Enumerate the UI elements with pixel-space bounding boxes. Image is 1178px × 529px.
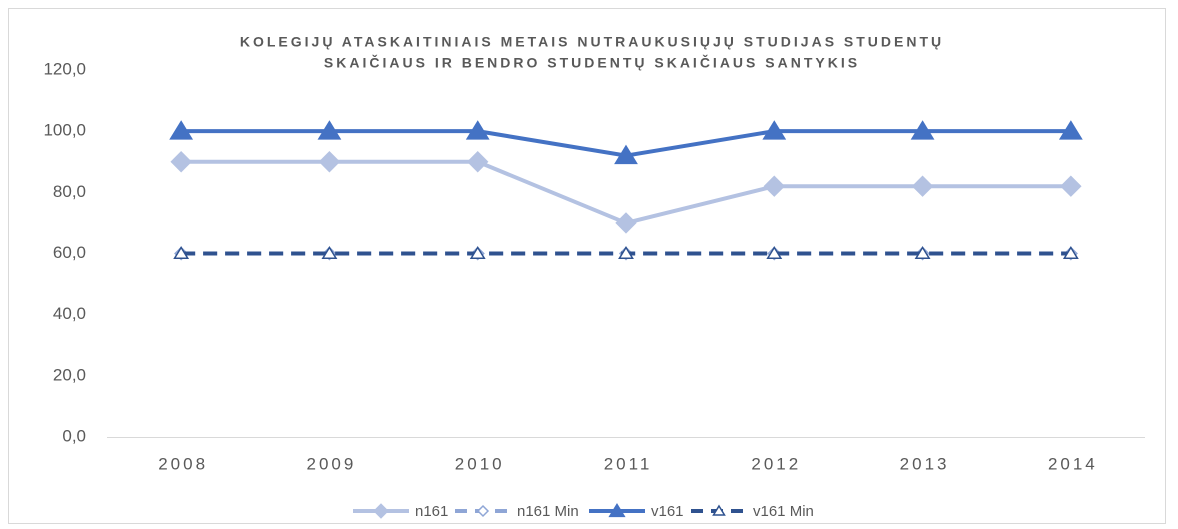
y-tick-label: 80,0: [53, 182, 86, 201]
marker: [169, 120, 194, 140]
marker: [173, 246, 190, 260]
x-tick-label: 2008: [158, 454, 208, 473]
marker: [318, 151, 341, 173]
legend-label: n161: [415, 503, 448, 520]
marker: [910, 120, 935, 140]
y-tick-label: 60,0: [53, 243, 86, 262]
chart-border: [8, 8, 1166, 524]
y-tick-label: 120,0: [43, 59, 86, 78]
y-tick-label: 40,0: [53, 304, 86, 323]
marker: [614, 144, 638, 165]
x-tick-label: 2012: [751, 454, 801, 473]
marker: [465, 120, 490, 140]
x-tick-label: 2009: [307, 454, 357, 473]
legend-label: v161 Min: [753, 503, 814, 520]
marker: [618, 246, 634, 260]
marker: [766, 246, 783, 260]
y-tick-label: 20,0: [53, 365, 86, 384]
y-tick-label: 0,0: [62, 426, 86, 445]
marker: [914, 246, 931, 260]
marker: [469, 246, 486, 260]
marker: [712, 504, 726, 516]
x-tick-label: 2010: [455, 454, 505, 473]
marker: [317, 120, 342, 140]
marker: [321, 246, 338, 260]
marker: [373, 503, 389, 519]
chart-title: KOLEGIJŲ ATASKAITINIAIS METAIS NUTRAUKUS…: [240, 34, 944, 50]
marker: [911, 175, 934, 197]
chart-title: SKAIČIAUS IR BENDRO STUDENTŲ SKAIČIAUS S…: [324, 54, 860, 71]
marker: [170, 151, 192, 173]
marker: [615, 212, 637, 234]
marker: [476, 504, 490, 518]
x-tick-label: 2013: [900, 454, 950, 473]
marker: [762, 120, 787, 140]
marker: [608, 503, 626, 518]
marker: [1062, 246, 1079, 260]
y-tick-label: 100,0: [43, 121, 86, 140]
x-tick-label: 2014: [1048, 454, 1098, 473]
marker: [467, 151, 489, 173]
marker: [1060, 175, 1082, 197]
x-tick-label: 2011: [604, 454, 653, 473]
marker: [763, 175, 785, 197]
legend-label: v161: [651, 503, 684, 520]
marker: [1058, 120, 1083, 140]
legend-label: n161 Min: [517, 503, 579, 520]
